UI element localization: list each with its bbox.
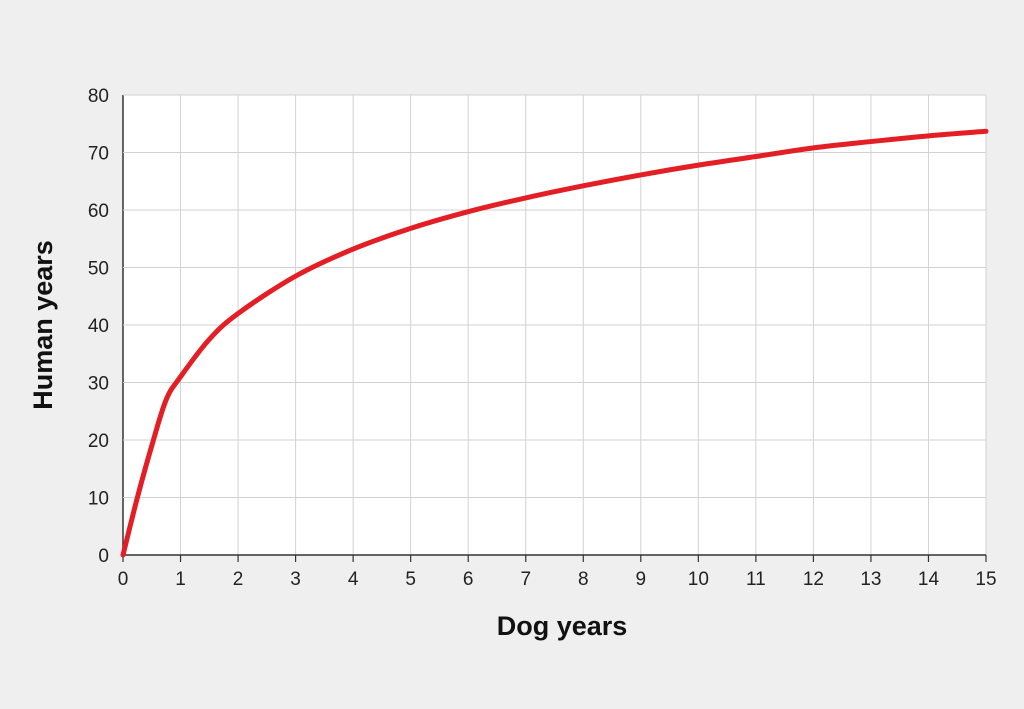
series-line: [120, 128, 989, 558]
x-tick-label: 1: [175, 569, 186, 590]
y-tick-label: 50: [88, 259, 109, 280]
x-tick-label: 9: [636, 569, 647, 590]
y-tick-label: 0: [98, 546, 109, 567]
y-tick-label: 20: [88, 431, 109, 452]
x-tick-label: 12: [803, 569, 824, 590]
x-tick-label: 7: [520, 569, 531, 590]
y-axis-label: Human years: [28, 240, 58, 410]
y-tick-label: 80: [88, 86, 109, 107]
x-tick-label: 10: [688, 569, 709, 590]
x-tick-label: 13: [860, 569, 881, 590]
x-tick-label: 11: [746, 569, 766, 590]
x-axis-label: Dog years: [497, 611, 628, 641]
y-tick-label: 10: [88, 489, 109, 510]
x-tick-label: 4: [348, 569, 359, 590]
x-tick-label: 6: [463, 569, 474, 590]
x-tick-label: 14: [918, 569, 940, 590]
y-tick-label: 30: [88, 374, 109, 395]
x-tick-label: 2: [233, 569, 244, 590]
x-tick-label: 3: [290, 569, 301, 590]
x-tick-label: 5: [405, 569, 416, 590]
y-tick-label: 40: [88, 316, 109, 337]
x-tick-label: 0: [118, 569, 129, 590]
x-tick-label: 15: [975, 569, 996, 590]
x-tick-label: 8: [578, 569, 589, 590]
y-tick-label: 70: [88, 144, 109, 165]
y-tick-label: 60: [88, 201, 109, 222]
